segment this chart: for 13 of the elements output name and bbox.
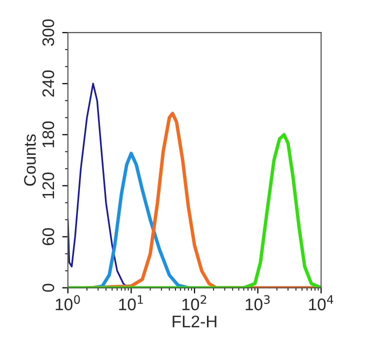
y-tick-label: 120 xyxy=(42,172,54,198)
y-tick-label: 240 xyxy=(42,70,54,97)
y-axis-title: Counts xyxy=(24,134,36,186)
x-tick-label: 10$^{3}$ xyxy=(246,295,270,310)
x-tick-label: 10$^{4}$ xyxy=(309,295,334,310)
y-tick-label: 60 xyxy=(42,228,54,246)
y-tick-label: 0 xyxy=(42,284,54,292)
x-tick-label: 10$^{0}$ xyxy=(56,295,80,310)
x-tick-label: 10$^{2}$ xyxy=(182,295,206,310)
x-axis-title: FL2-H xyxy=(172,316,216,328)
y-tick-label: 300 xyxy=(42,19,54,46)
y-tick-label: 180 xyxy=(42,121,54,148)
x-tick-label: 10$^{1}$ xyxy=(119,295,143,310)
